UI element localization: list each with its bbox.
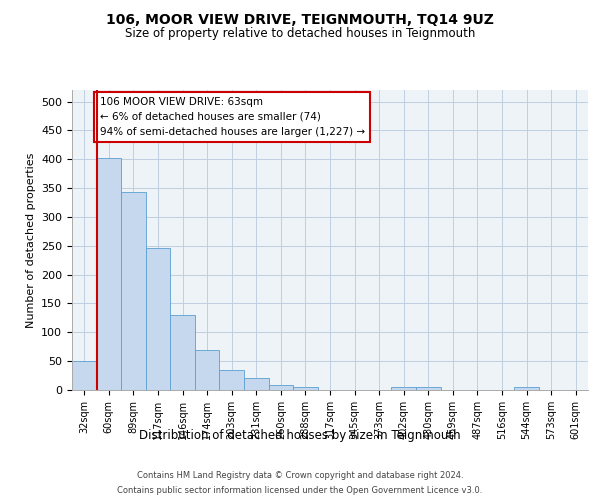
Text: 106 MOOR VIEW DRIVE: 63sqm
← 6% of detached houses are smaller (74)
94% of semi-: 106 MOOR VIEW DRIVE: 63sqm ← 6% of detac… <box>100 97 365 136</box>
Text: Distribution of detached houses by size in Teignmouth: Distribution of detached houses by size … <box>139 428 461 442</box>
Bar <box>170 315 195 390</box>
Y-axis label: Number of detached properties: Number of detached properties <box>26 152 35 328</box>
Bar <box>195 350 220 390</box>
Bar <box>293 387 318 390</box>
Bar <box>416 387 440 390</box>
Bar <box>244 378 269 390</box>
Bar <box>391 387 416 390</box>
Text: Size of property relative to detached houses in Teignmouth: Size of property relative to detached ho… <box>125 28 475 40</box>
Bar <box>269 386 293 390</box>
Text: Contains HM Land Registry data © Crown copyright and database right 2024.: Contains HM Land Registry data © Crown c… <box>137 471 463 480</box>
Text: 106, MOOR VIEW DRIVE, TEIGNMOUTH, TQ14 9UZ: 106, MOOR VIEW DRIVE, TEIGNMOUTH, TQ14 9… <box>106 12 494 26</box>
Bar <box>97 158 121 390</box>
Bar <box>121 192 146 390</box>
Bar <box>220 370 244 390</box>
Bar <box>146 248 170 390</box>
Bar <box>514 387 539 390</box>
Bar <box>72 361 97 390</box>
Text: Contains public sector information licensed under the Open Government Licence v3: Contains public sector information licen… <box>118 486 482 495</box>
